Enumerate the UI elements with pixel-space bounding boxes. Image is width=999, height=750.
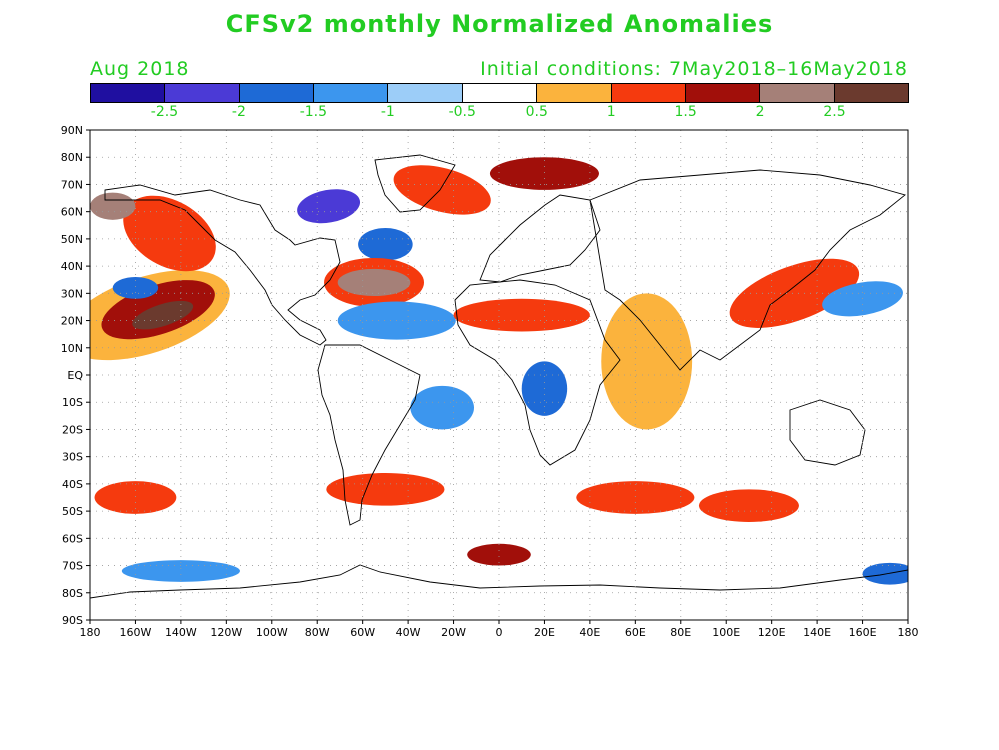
longitude-labels: 180 160W 140W 120W 100W 80W 60W 40W 20W 0 20E 40E 60… bbox=[80, 626, 919, 639]
chart-title: CFSv2 monthly Normalized Anomalies bbox=[225, 10, 774, 38]
color-scale-label: 2.5 bbox=[823, 104, 846, 120]
color-scale-segment bbox=[462, 84, 538, 102]
longitude-label: 180 bbox=[80, 626, 101, 639]
antarctica-outline bbox=[90, 564, 908, 599]
latitude-label: 80N bbox=[61, 151, 83, 164]
latitude-label: 50N bbox=[61, 233, 83, 246]
latitude-label: EQ bbox=[67, 369, 83, 382]
australia-outline bbox=[789, 399, 866, 466]
longitude-label: 160E bbox=[849, 626, 877, 639]
longitude-label: 140W bbox=[165, 626, 197, 639]
longitude-label: 40W bbox=[396, 626, 421, 639]
anomaly-patch bbox=[326, 473, 445, 506]
color-scale-segment bbox=[834, 84, 908, 102]
color-scale-label: 1 bbox=[606, 104, 616, 120]
color-scale-bar bbox=[90, 83, 909, 103]
latitude-label: 70N bbox=[61, 178, 83, 191]
latitude-label: 20N bbox=[61, 315, 83, 328]
color-scale-label: -0.5 bbox=[448, 104, 476, 120]
anomaly-patch bbox=[94, 481, 177, 514]
longitude-label: 140E bbox=[803, 626, 831, 639]
color-scale-label: -1 bbox=[380, 104, 395, 120]
europe-outline bbox=[479, 194, 601, 283]
anomaly-patch bbox=[489, 157, 599, 190]
greenland-outline bbox=[374, 154, 456, 213]
anomaly-patch bbox=[123, 195, 216, 272]
anomaly-patch bbox=[576, 481, 695, 514]
color-scale-label: -1.5 bbox=[299, 104, 328, 120]
asia-outline bbox=[589, 169, 906, 371]
longitude-label: 60E bbox=[625, 626, 646, 639]
anomaly-patch bbox=[132, 300, 194, 330]
longitude-label: 20E bbox=[534, 626, 555, 639]
anomaly-patch bbox=[453, 298, 590, 332]
color-scale-label: -2 bbox=[231, 104, 246, 120]
longitude-label: 120W bbox=[210, 626, 242, 639]
longitude-label: 120E bbox=[758, 626, 786, 639]
latitude-label: 90S bbox=[62, 614, 83, 627]
anomaly-patch bbox=[410, 385, 475, 430]
anomaly-patch bbox=[358, 228, 413, 261]
anomaly-patch bbox=[862, 562, 908, 585]
color-scale-label: 1.5 bbox=[674, 104, 697, 120]
longitude-label: 20W bbox=[441, 626, 466, 639]
north-america-outline bbox=[104, 184, 341, 346]
anomaly-patch bbox=[698, 489, 799, 522]
color-scale-segment bbox=[611, 84, 686, 102]
longitude-label: 160W bbox=[120, 626, 152, 639]
latitude-label: 10N bbox=[61, 342, 83, 355]
initial-conditions: Initial conditions: 7May2018–16May2018 bbox=[480, 58, 908, 80]
color-scale-segment bbox=[314, 84, 389, 102]
anomaly-patch bbox=[467, 543, 531, 566]
latitude-label: 40S bbox=[62, 478, 83, 491]
anomaly-patch bbox=[601, 293, 693, 430]
longitude-label: 180 bbox=[898, 626, 919, 639]
anomaly-patch bbox=[393, 165, 491, 215]
anomaly-patch bbox=[297, 189, 361, 224]
latitude-label: 60S bbox=[62, 532, 83, 545]
color-scale-segment bbox=[165, 84, 240, 102]
anomaly-patch bbox=[90, 192, 136, 220]
color-scale-segment bbox=[685, 84, 761, 102]
anomaly-patch bbox=[729, 258, 860, 328]
anomaly-patch bbox=[121, 560, 240, 582]
africa-outline bbox=[454, 279, 621, 466]
longitude-label: 60W bbox=[350, 626, 375, 639]
color-scale-label: 0.5 bbox=[525, 104, 548, 120]
south-america-outline bbox=[317, 344, 421, 526]
latitude-label: 30N bbox=[61, 287, 83, 300]
lat-lon-grid bbox=[90, 130, 908, 620]
latitude-label: 20S bbox=[62, 423, 83, 436]
latitude-labels: 90N 80N 70N 60N 50N 40N 30N 20N 10N EQ 10S 20S 30S 40… bbox=[61, 124, 84, 627]
color-scale-label: 2 bbox=[755, 104, 765, 120]
latitude-label: 90N bbox=[61, 124, 83, 137]
color-scale-label: -2.5 bbox=[150, 104, 179, 120]
longitude-label: 100W bbox=[256, 626, 288, 639]
forecast-period: Aug 2018 bbox=[90, 58, 190, 80]
color-scale-segment bbox=[91, 84, 166, 102]
axis-ticks bbox=[86, 129, 909, 624]
anomaly-patch bbox=[337, 268, 411, 297]
anomaly-patch bbox=[112, 277, 159, 299]
longitude-label: 100E bbox=[712, 626, 740, 639]
latitude-label: 80S bbox=[62, 587, 83, 600]
color-scale-segment bbox=[388, 84, 463, 102]
longitude-label: 80E bbox=[670, 626, 691, 639]
color-scale-segment bbox=[239, 84, 315, 102]
longitude-label: 40E bbox=[579, 626, 600, 639]
latitude-label: 60N bbox=[61, 206, 83, 219]
longitude-label: 0 bbox=[496, 626, 503, 639]
latitude-label: 40N bbox=[61, 260, 83, 273]
latitude-label: 50S bbox=[62, 505, 83, 518]
color-scale-segment bbox=[760, 84, 835, 102]
color-scale-segment bbox=[537, 84, 612, 102]
latitude-label: 30S bbox=[62, 451, 83, 464]
longitude-label: 80W bbox=[305, 626, 330, 639]
coastlines bbox=[90, 154, 908, 599]
latitude-label: 70S bbox=[62, 560, 83, 573]
latitude-label: 10S bbox=[62, 396, 83, 409]
